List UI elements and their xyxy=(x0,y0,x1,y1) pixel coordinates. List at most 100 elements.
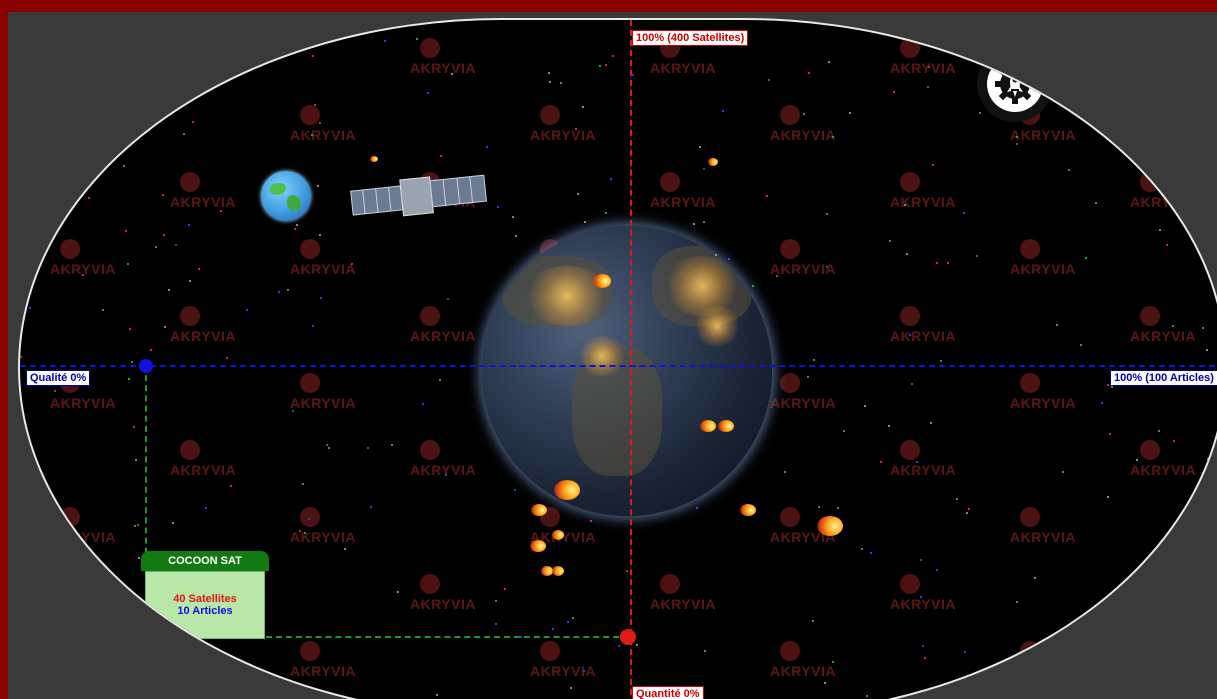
star-dot xyxy=(936,569,938,571)
cocoon-quality-guide xyxy=(145,365,147,635)
star-dot xyxy=(1109,433,1111,435)
quantity-axis xyxy=(630,20,632,699)
star-dot xyxy=(129,328,131,330)
settings-button[interactable] xyxy=(977,46,1053,122)
satellite-icon xyxy=(350,174,488,217)
quality-marker-dot[interactable] xyxy=(139,359,153,373)
star-dot xyxy=(24,447,26,449)
star-dot xyxy=(947,262,949,264)
star-dot xyxy=(319,122,321,124)
star-dot xyxy=(302,483,304,485)
watermark-logo: AKRYVIA xyxy=(890,172,956,210)
star-dot xyxy=(312,55,314,57)
star-dot xyxy=(849,112,851,114)
star-dot xyxy=(150,349,152,351)
meteor-icon xyxy=(817,516,843,536)
cocoon-sat-panel[interactable]: COCOON SAT 40 Satellites 10 Articles xyxy=(141,551,269,641)
star-dot xyxy=(344,548,346,550)
watermark-logo: AKRYVIA xyxy=(50,105,116,143)
star-dot xyxy=(1107,496,1109,498)
star-dot xyxy=(696,507,698,509)
meteor-icon xyxy=(718,420,734,432)
quantity-min-label: Quantité 0% xyxy=(632,686,704,699)
star-dot xyxy=(1111,386,1113,388)
star-dot xyxy=(28,268,30,270)
star-dot xyxy=(175,244,177,246)
watermark-logo: AKRYVIA xyxy=(890,440,956,478)
star-dot xyxy=(1179,571,1181,573)
star-dot xyxy=(211,654,213,656)
star-dot xyxy=(870,552,872,554)
star-dot xyxy=(384,40,386,42)
cocoon-sat-stats: 40 Satellites 10 Articles xyxy=(145,571,265,639)
star-dot xyxy=(583,670,585,672)
star-dot xyxy=(956,498,958,500)
star-dot xyxy=(24,695,26,697)
star-dot xyxy=(612,55,614,57)
star-dot xyxy=(226,357,228,359)
star-dot xyxy=(803,113,805,115)
star-dot xyxy=(164,640,166,642)
quantity-marker-dot[interactable] xyxy=(620,629,636,645)
star-dot xyxy=(1189,142,1191,144)
star-dot xyxy=(904,204,906,206)
star-dot xyxy=(632,74,634,76)
star-dot xyxy=(590,520,592,522)
star-dot xyxy=(168,101,170,103)
star-dot xyxy=(189,280,191,282)
star-dot xyxy=(548,72,550,74)
star-dot xyxy=(391,444,393,446)
star-dot xyxy=(317,185,319,187)
watermark-logo: AKRYVIA xyxy=(650,38,716,76)
star-dot xyxy=(30,541,32,543)
star-dot xyxy=(968,508,970,510)
star-dot xyxy=(626,570,628,572)
watermark-logo: AKRYVIA xyxy=(1010,373,1076,411)
satellite-count: 40 Satellites xyxy=(173,593,237,605)
star-dot xyxy=(230,485,232,487)
star-dot xyxy=(575,128,577,130)
star-dot xyxy=(766,195,768,197)
star-dot xyxy=(1085,257,1087,259)
star-dot xyxy=(916,461,918,463)
watermark-logo: AKRYVIA xyxy=(1010,239,1076,277)
star-dot xyxy=(932,164,934,166)
cocoon-quantity-guide xyxy=(147,636,629,638)
watermark-logo: AKRYVIA xyxy=(770,373,836,411)
star-dot xyxy=(422,403,424,405)
watermark-logo: AKRYVIA xyxy=(530,105,596,143)
star-dot xyxy=(294,228,296,230)
watermark-logo: AKRYVIA xyxy=(770,105,836,143)
star-dot xyxy=(311,134,313,136)
watermark-logo: AKRYVIA xyxy=(410,38,476,76)
star-dot xyxy=(832,136,834,138)
star-dot xyxy=(183,133,185,135)
watermark-logo: AKRYVIA xyxy=(50,373,116,411)
star-dot xyxy=(128,378,130,380)
watermark-logo: AKRYVIA xyxy=(290,105,356,143)
star-dot xyxy=(122,132,124,134)
star-dot xyxy=(866,695,868,697)
star-dot xyxy=(486,146,488,148)
star-dot xyxy=(1206,349,1208,351)
star-dot xyxy=(1208,474,1210,476)
star-dot xyxy=(703,168,705,170)
watermark-logo: AKRYVIA xyxy=(1130,440,1196,478)
star-dot xyxy=(299,530,301,532)
star-dot xyxy=(1062,471,1064,473)
star-dot xyxy=(445,474,447,476)
star-dot xyxy=(80,667,82,669)
watermark-logo: AKRYVIA xyxy=(1130,574,1196,612)
star-dot xyxy=(1138,43,1140,45)
star-dot xyxy=(296,224,298,226)
star-dot xyxy=(549,81,551,83)
star-dot xyxy=(812,620,814,622)
star-dot xyxy=(512,216,514,218)
star-dot xyxy=(326,444,328,446)
star-dot xyxy=(813,359,815,361)
star-dot xyxy=(504,588,506,590)
star-dot xyxy=(1202,327,1204,329)
watermark-logo: AKRYVIA xyxy=(890,38,956,76)
star-dot xyxy=(127,263,129,265)
star-dot xyxy=(924,657,926,659)
